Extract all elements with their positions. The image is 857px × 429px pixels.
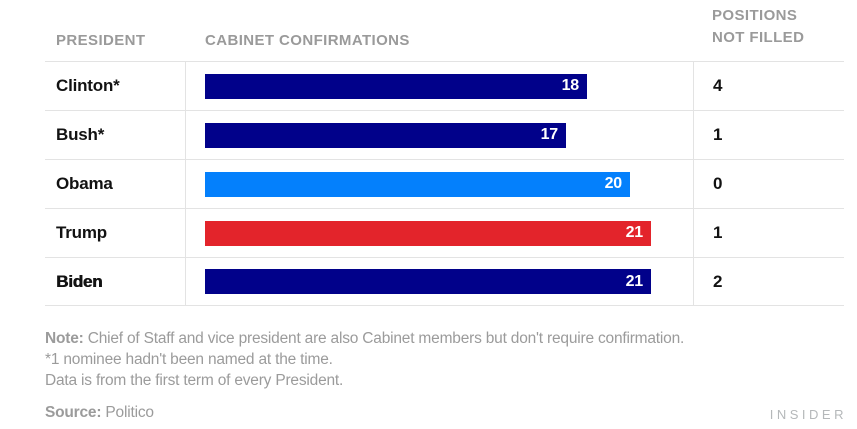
bar-value-label: 21 xyxy=(625,272,644,290)
source-line: Source: Politico xyxy=(45,404,154,422)
chart-rows: Clinton* 18 4 Bush* 17 1 Obama 20 0 Trump 21 1 Biden… xyxy=(45,61,844,306)
bar-cell: 17 xyxy=(185,111,693,159)
president-label: Clinton* xyxy=(56,76,120,95)
bar-cell: 18 xyxy=(185,62,693,110)
column-header-not-filled: POSITIONS NOT FILLED xyxy=(693,5,844,49)
column-header-confirmations: CABINET CONFIRMATIONS xyxy=(205,32,410,49)
not-filled-value: 4 xyxy=(693,62,844,110)
column-header-president: PRESIDENT xyxy=(56,32,146,49)
bar-value-label: 20 xyxy=(604,175,623,192)
confirmations-bar: 21 xyxy=(205,220,651,246)
column-header-not-filled-line2: NOT FILLED xyxy=(712,29,805,46)
president-label: Trump xyxy=(56,223,107,242)
president-label: Bush* xyxy=(56,125,105,144)
confirmations-bar: 21 xyxy=(205,269,651,294)
bar-value-label: 17 xyxy=(540,126,559,143)
footnote-line-1: Note: Chief of Staff and vice president … xyxy=(45,328,805,349)
confirmations-table: PRESIDENT CABINET CONFIRMATIONS POSITION… xyxy=(45,0,844,306)
bar-value-label: 18 xyxy=(561,77,580,94)
table-row: Bush* 17 1 xyxy=(45,110,844,159)
president-label: Obama xyxy=(56,174,113,193)
note-text: Chief of Staff and vice president are al… xyxy=(83,330,685,347)
confirmations-bar: 17 xyxy=(205,122,566,148)
insider-logo: INSIDER xyxy=(769,407,847,422)
not-filled-value: 1 xyxy=(693,111,844,159)
source-label: Source: xyxy=(45,404,102,421)
note-label: Note: xyxy=(45,330,84,347)
bar-cell: 21 xyxy=(185,209,693,257)
confirmations-bar: 18 xyxy=(205,73,587,99)
president-label: Biden xyxy=(56,271,103,291)
table-row: Obama 20 0 xyxy=(45,159,844,208)
footnote-line-2: *1 nominee hadn't been named at the time… xyxy=(45,351,333,368)
footnotes: Note: Chief of Staff and vice president … xyxy=(45,328,805,391)
bar-cell: 21 xyxy=(185,258,693,305)
confirmations-bar: 20 xyxy=(205,171,630,197)
not-filled-value: 0 xyxy=(693,160,844,208)
bar-cell: 20 xyxy=(185,160,693,208)
footnote-line-3: Data is from the first term of every Pre… xyxy=(45,372,344,389)
table-row: Biden 21 2 xyxy=(45,257,844,306)
not-filled-value: 1 xyxy=(693,209,844,257)
column-header-not-filled-line1: POSITIONS xyxy=(712,7,798,24)
table-row: Clinton* 18 4 xyxy=(45,61,844,110)
not-filled-value: 2 xyxy=(693,258,844,305)
bar-value-label: 21 xyxy=(625,224,644,241)
table-row: Trump 21 1 xyxy=(45,208,844,257)
table-header-row: PRESIDENT CABINET CONFIRMATIONS POSITION… xyxy=(45,0,844,61)
source-value: Politico xyxy=(101,404,154,421)
